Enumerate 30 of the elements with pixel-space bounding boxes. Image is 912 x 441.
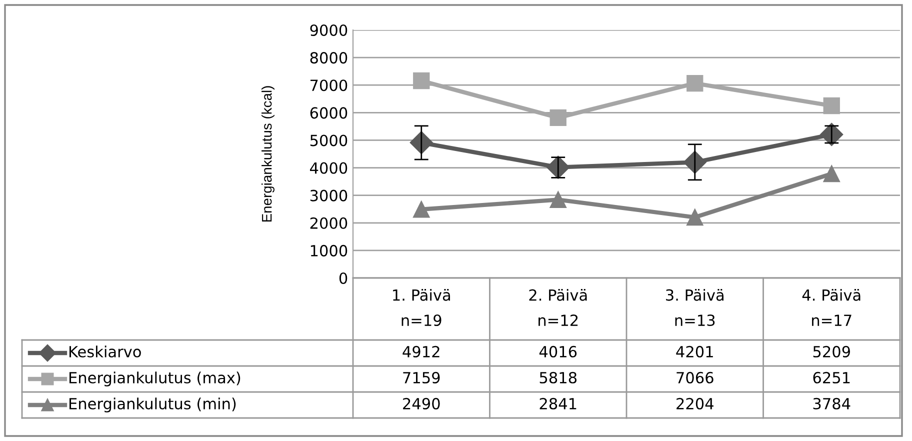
y-axis-title: Energiankulutus (kcal) — [262, 86, 274, 222]
data-label: 2204 — [676, 398, 714, 410]
y-tick-label: 5000 — [310, 134, 348, 146]
y-tick-label: 1000 — [310, 244, 348, 256]
x-tick-label: 4. Päivä n=17 — [802, 288, 860, 326]
data-label: 4912 — [402, 346, 440, 358]
data-label: 2490 — [403, 398, 440, 410]
y-tick-label: 9000 — [310, 24, 348, 36]
legend-label: Keskiarvo — [70, 346, 141, 358]
x-tick-label: 3. Päivä n=13 — [666, 288, 724, 326]
data-label: 4201 — [676, 346, 713, 358]
y-tick-label: 0 — [339, 272, 348, 284]
data-label: 4016 — [539, 346, 577, 358]
data-label: 3784 — [813, 398, 850, 410]
y-tick-label: 8000 — [310, 52, 348, 64]
y-tick-label: 7000 — [310, 80, 348, 92]
y-tick-label: 6000 — [310, 107, 348, 119]
y-tick-label: 2000 — [310, 217, 348, 229]
x-tick-label: 1. Päivä n=19 — [393, 288, 450, 326]
x-tick-label: 2. Päivä n=12 — [529, 288, 587, 326]
data-label: 7066 — [676, 372, 714, 384]
y-tick-label: 4000 — [310, 162, 348, 174]
data-label: 7159 — [403, 372, 440, 384]
data-label: 5209 — [813, 346, 850, 358]
data-label: 2841 — [540, 398, 576, 410]
data-label: 5818 — [540, 372, 577, 384]
data-label: 6251 — [813, 372, 850, 384]
legend-label: Energiankulutus (min) — [70, 398, 236, 412]
y-tick-label: 3000 — [310, 190, 348, 202]
legend-label: Energiankulutus (max) — [70, 372, 240, 386]
